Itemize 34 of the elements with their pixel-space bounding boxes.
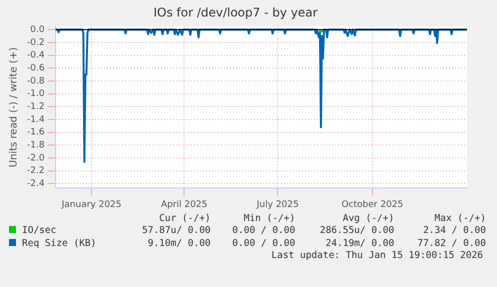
text: 286.55u/ 0.00 (318, 224, 396, 237)
x-tick-label: October 2025 (341, 200, 404, 210)
text: 0.00 / 0.00 (231, 224, 296, 237)
y-axis-title: Units read (-) / write (+) (8, 47, 20, 168)
y-tick-label: -1.4 (27, 114, 45, 125)
x-tick-label: July 2025 (256, 200, 299, 210)
text: Avg (-/+) (342, 213, 396, 224)
text: 0.00 / 0.00 (231, 237, 296, 250)
text: 57.87u/ 0.00 (141, 224, 212, 237)
text: Last update: Thu Jan 15 19:00:15 2026 (270, 250, 483, 261)
y-tick-label: -1.6 (27, 128, 45, 138)
text: 24.19m/ 0.00 (324, 237, 396, 250)
y-tick-label: -0.8 (27, 76, 45, 86)
y-tick-label: -2.2 (27, 166, 45, 176)
y-tick-label: -1.0 (27, 89, 45, 100)
text: Min (-/+) (242, 213, 296, 224)
text: Cur (-/+) (158, 213, 212, 224)
x-tick-label: January 2025 (60, 200, 122, 210)
x-tick-label: April 2025 (160, 200, 208, 210)
chart-title: IOs for /dev/loop7 - by year (153, 5, 318, 20)
text: 9.10m/ 0.00 (146, 237, 212, 250)
y-tick-label: -2.0 (27, 153, 45, 164)
y-tick-label: -0.6 (27, 63, 45, 74)
y-tick-label: -1.8 (27, 140, 45, 151)
y-tick-label: -0.4 (27, 50, 45, 61)
y-tick-label: -1.2 (27, 102, 45, 112)
legend-label: Req Size (KB) (21, 237, 98, 250)
y-tick-label: -2.4 (27, 179, 45, 190)
text: Max (-/+) (434, 213, 487, 224)
y-tick-label: 0.0 (30, 24, 45, 35)
y-tick-label: -0.2 (27, 38, 45, 48)
text: 2.34 / 0.00 (422, 224, 487, 237)
text: 77.82 / 0.00 (416, 237, 487, 250)
legend-label: IO/sec (21, 224, 58, 237)
